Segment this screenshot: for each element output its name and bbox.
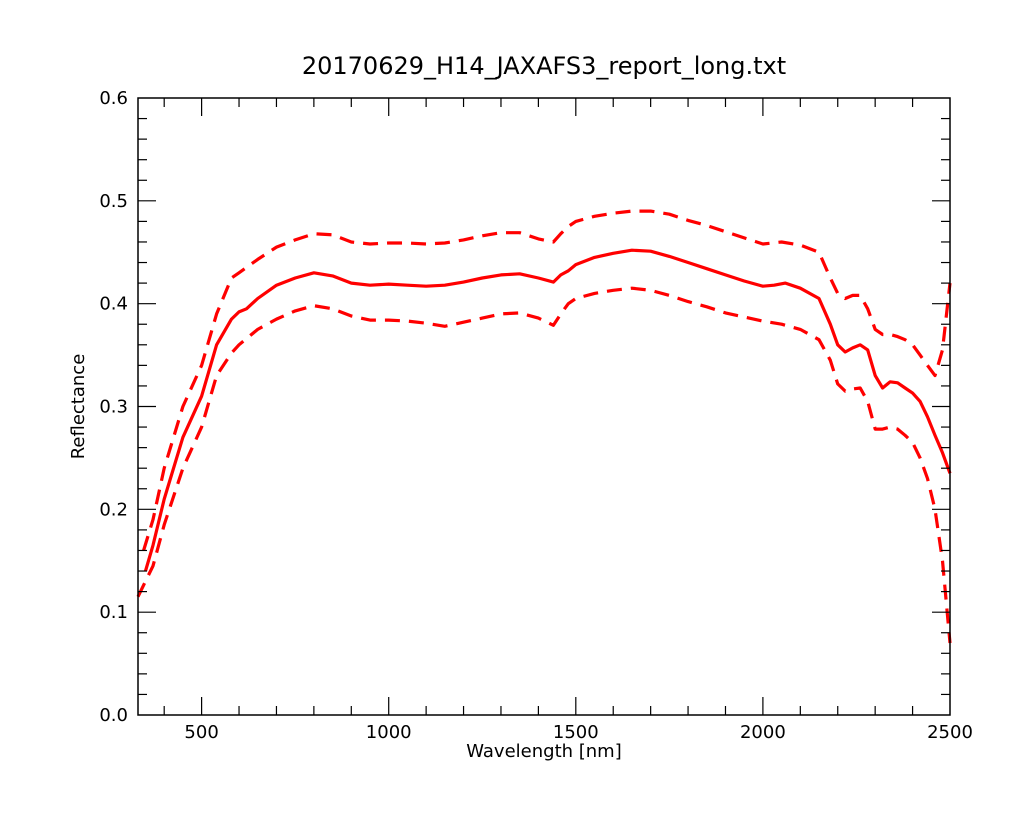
- x-axis-label: Wavelength [nm]: [466, 741, 622, 762]
- y-axis-label: Reflectance: [68, 354, 89, 460]
- axis-ticks: 500 1000 1500 2000 2500 0.0 0.1 0.2 0.3 0.4 0.5 0.6: [99, 88, 973, 743]
- y-tick-label: 0.5: [99, 191, 128, 212]
- y-tick-label: 0.1: [99, 602, 128, 623]
- dashed-series-line-2: [136, 286, 952, 644]
- x-tick-label: 2500: [927, 722, 973, 743]
- dashed-series-line-1: [142, 209, 952, 551]
- y-tick-label: 0.2: [99, 499, 128, 520]
- y-tick-label: 0.3: [99, 397, 128, 418]
- solid-series-line: [143, 248, 952, 572]
- x-tick-label: 2000: [740, 722, 786, 743]
- series-layer: [136, 209, 952, 644]
- x-tick-label: 1000: [366, 722, 412, 743]
- chart-title: 20170629_H14_JAXAFS3_report_long.txt: [302, 52, 786, 80]
- y-tick-label: 0.0: [99, 705, 128, 726]
- y-tick-label: 0.4: [99, 294, 128, 315]
- plot-frame: [137, 97, 951, 716]
- x-tick-label: 500: [184, 722, 218, 743]
- x-tick-label: 1500: [553, 722, 599, 743]
- y-tick-label: 0.6: [99, 88, 128, 109]
